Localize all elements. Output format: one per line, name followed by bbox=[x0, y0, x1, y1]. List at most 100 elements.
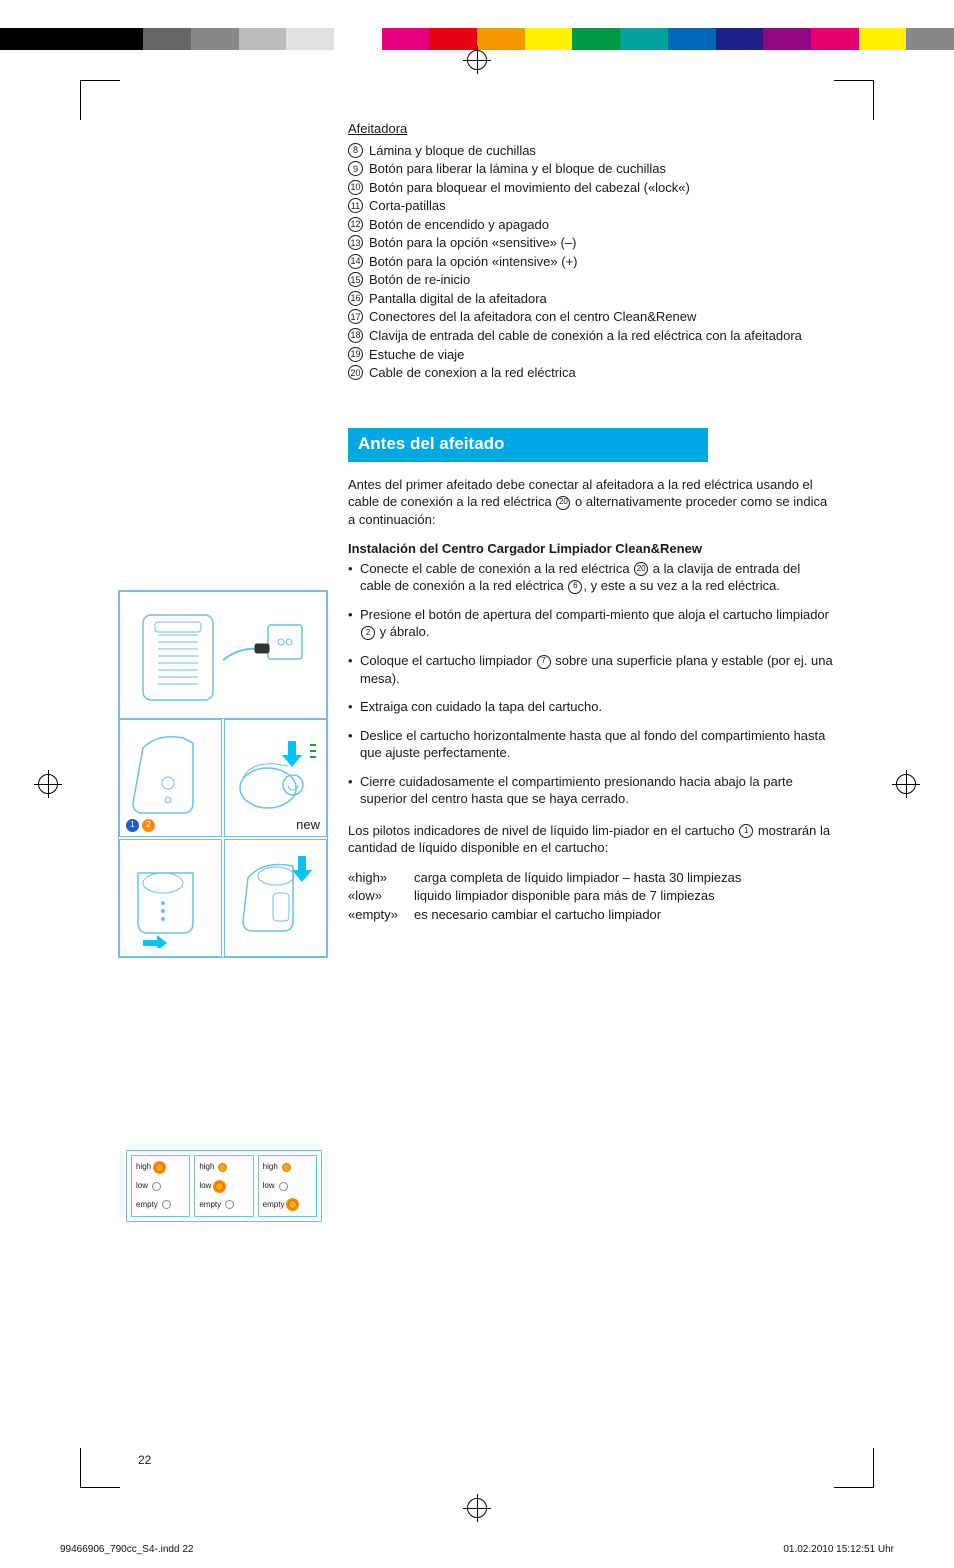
label-low: low bbox=[199, 1181, 211, 1192]
part-number-icon: 15 bbox=[348, 272, 363, 287]
label-high: high bbox=[199, 1162, 214, 1173]
part-number-icon: 14 bbox=[348, 254, 363, 269]
part-text: Clavija de entrada del cable de conexión… bbox=[369, 327, 802, 345]
definition-row: «high»carga completa de líquido limpiado… bbox=[348, 869, 833, 887]
shaver-heading: Afeitadora bbox=[348, 120, 833, 138]
label-empty: empty bbox=[263, 1200, 285, 1211]
label-high: high bbox=[263, 1162, 278, 1173]
ref-1-icon: 1 bbox=[739, 824, 753, 838]
indicator-col-empty: high low empty bbox=[258, 1155, 317, 1217]
registration-mark bbox=[38, 774, 58, 794]
part-number-icon: 11 bbox=[348, 198, 363, 213]
parts-list-item: 18 Clavija de entrada del cable de conexi… bbox=[348, 327, 833, 345]
part-number-icon: 20 bbox=[348, 365, 363, 380]
label-empty: empty bbox=[136, 1200, 158, 1211]
plug-in-icon bbox=[133, 600, 313, 710]
illustration-plug-in bbox=[119, 591, 327, 719]
part-number-icon: 19 bbox=[348, 347, 363, 362]
bullet-item: •Deslice el cartucho horizontalmente has… bbox=[348, 727, 833, 762]
bullet-item: • Conecte el cable de conexión a la red … bbox=[348, 560, 833, 595]
led-low bbox=[152, 1182, 161, 1191]
section-title: Antes del afeitado bbox=[348, 428, 708, 462]
parts-list-item: 8 Lámina y bloque de cuchillas bbox=[348, 142, 833, 160]
crop-mark bbox=[80, 1448, 120, 1488]
part-text: Botón de re-inicio bbox=[369, 271, 470, 289]
part-number-icon: 17 bbox=[348, 309, 363, 324]
part-text: Lámina y bloque de cuchillas bbox=[369, 142, 536, 160]
part-text: Corta-patillas bbox=[369, 197, 446, 215]
led-high bbox=[282, 1163, 291, 1172]
new-label: new bbox=[296, 816, 320, 834]
registration-mark bbox=[467, 1498, 487, 1518]
definition-row: «low»liquido limpiador disponible para m… bbox=[348, 887, 833, 905]
part-number-icon: 18 bbox=[348, 328, 363, 343]
insert-cartridge-icon bbox=[123, 848, 218, 948]
parts-list-item: 17 Conectores del la afeitadora con el ce… bbox=[348, 308, 833, 326]
badge-2: 2 bbox=[142, 819, 155, 832]
crop-mark bbox=[80, 80, 120, 120]
install-heading: Instalación del Centro Cargador Limpiado… bbox=[348, 540, 833, 558]
part-text: Botón de encendido y apagado bbox=[369, 216, 549, 234]
illustration-cartridge-new: new bbox=[224, 719, 327, 837]
illustration-open-lid: 1 2 bbox=[119, 719, 222, 837]
bullet-item: •Cierre cuidadosamente el compartimiento… bbox=[348, 773, 833, 808]
registration-mark bbox=[896, 774, 916, 794]
definition-key: «empty» bbox=[348, 906, 414, 924]
device-open-icon bbox=[123, 728, 218, 828]
footer-timestamp: 01.02.2010 15:12:51 Uhr bbox=[783, 1543, 894, 1557]
bullet-item: • Coloque el cartucho limpiador 7 sobre … bbox=[348, 652, 833, 687]
part-number-icon: 10 bbox=[348, 180, 363, 195]
part-number-icon: 12 bbox=[348, 217, 363, 232]
parts-list-item: 9 Botón para liberar la lámina y el bloqu… bbox=[348, 160, 833, 178]
led-low bbox=[279, 1182, 288, 1191]
ref-20-icon: 20 bbox=[634, 562, 648, 576]
led-empty bbox=[225, 1200, 234, 1209]
parts-list-item: 15 Botón de re-inicio bbox=[348, 271, 833, 289]
part-number-icon: 16 bbox=[348, 291, 363, 306]
indicator-col-low: high low empty bbox=[194, 1155, 253, 1217]
page-number: 22 bbox=[138, 1452, 151, 1468]
label-high: high bbox=[136, 1162, 151, 1173]
parts-list-item: 11 Corta-patillas bbox=[348, 197, 833, 215]
parts-list-item: 14 Botón para la opción «intensive» (+) bbox=[348, 253, 833, 271]
footer-filename: 99466906_790cc_S4-.indd 22 bbox=[60, 1543, 193, 1557]
led-empty-on bbox=[288, 1200, 297, 1209]
part-text: Botón para liberar la lámina y el bloque… bbox=[369, 160, 666, 178]
part-text: Botón para la opción «intensive» (+) bbox=[369, 253, 578, 271]
main-content: Afeitadora 8 Lámina y bloque de cuchillas… bbox=[348, 120, 833, 925]
illustration-close-lid bbox=[224, 839, 327, 957]
part-text: Conectores del la afeitadora con el cent… bbox=[369, 308, 696, 326]
part-text: Botón para bloquear el movimiento del ca… bbox=[369, 179, 690, 197]
definition-value: liquido limpiador disponible para más de… bbox=[414, 887, 715, 905]
parts-list-item: 10 Botón para bloquear el movimiento del … bbox=[348, 179, 833, 197]
indicator-col-high: high low empty bbox=[131, 1155, 190, 1217]
led-low-on bbox=[215, 1182, 224, 1191]
crop-mark bbox=[834, 80, 874, 120]
part-text: Cable de conexion a la red eléctrica bbox=[369, 364, 576, 382]
install-bullets: • Conecte el cable de conexión a la red … bbox=[348, 560, 833, 808]
intro-paragraph: Antes del primer afeitado debe conectar … bbox=[348, 476, 833, 529]
part-number-icon: 13 bbox=[348, 235, 363, 250]
bullet-item: • Presione el botón de apertura del comp… bbox=[348, 606, 833, 641]
parts-list-item: 16Pantalla digital de la afeitadora bbox=[348, 290, 833, 308]
part-text: Estuche de viaje bbox=[369, 346, 464, 364]
label-empty: empty bbox=[199, 1200, 221, 1211]
label-low: low bbox=[263, 1181, 275, 1192]
ref-20-icon: 20 bbox=[556, 496, 570, 510]
illustration-block-top: 1 2 new bbox=[118, 590, 328, 958]
part-number-icon: 9 bbox=[348, 161, 363, 176]
bullet-item: •Extraiga con cuidado la tapa del cartuc… bbox=[348, 698, 833, 716]
registration-mark bbox=[467, 50, 487, 70]
close-lid-icon bbox=[228, 848, 323, 948]
label-low: low bbox=[136, 1181, 148, 1192]
parts-list-item: 19 Estuche de viaje bbox=[348, 346, 833, 364]
part-number-icon: 8 bbox=[348, 143, 363, 158]
pilot-paragraph: Los pilotos indicadores de nivel de líqu… bbox=[348, 822, 833, 857]
definition-row: «empty»es necesario cambiar el cartucho … bbox=[348, 906, 833, 924]
parts-list-item: 20 Cable de conexion a la red eléctrica bbox=[348, 364, 833, 382]
parts-list: 8 Lámina y bloque de cuchillas 9 Botón para… bbox=[348, 142, 833, 382]
led-high-on bbox=[155, 1163, 164, 1172]
badge-1: 1 bbox=[126, 819, 139, 832]
ref-2-icon: 2 bbox=[361, 626, 375, 640]
crop-mark bbox=[834, 1448, 874, 1488]
